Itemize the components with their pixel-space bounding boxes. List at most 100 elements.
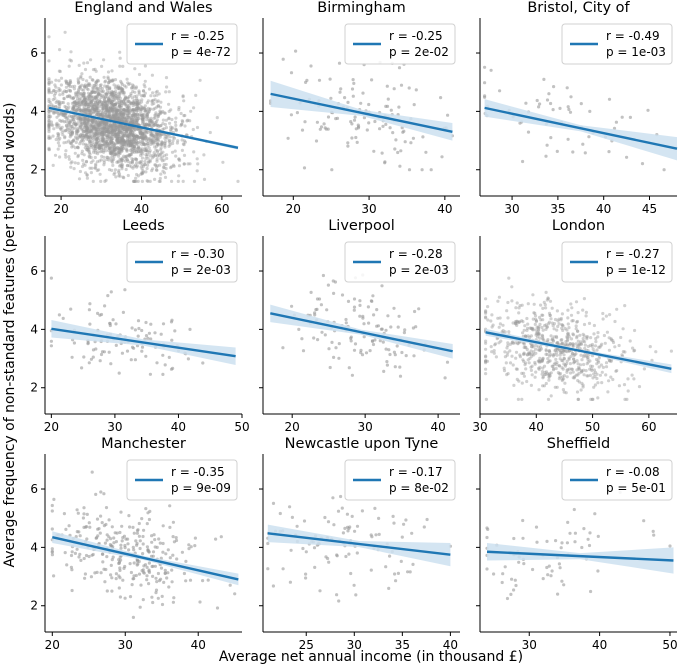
scatter-point [407,86,411,90]
scatter-point [140,148,144,152]
scatter-point [531,317,535,321]
scatter-point [65,563,69,567]
scatter-point [563,326,567,331]
scatter-point [157,537,161,541]
scatter-point [111,105,115,109]
y-tick-label: 4 [30,540,38,554]
scatter-point [118,112,122,116]
scatter-point [394,138,398,142]
legend-p-value: p = 4e-72 [171,45,231,59]
scatter-point [127,138,131,142]
scatter-point [596,534,600,539]
scatter-point [122,112,126,116]
scatter-point [341,531,345,535]
scatter-point [131,107,135,112]
scatter-point [587,321,592,325]
scatter-point [572,507,576,512]
scatter-point [168,141,172,145]
scatter-point [82,556,86,561]
scatter-point [70,550,74,554]
scatter-point [505,353,509,357]
scatter-point [158,541,162,545]
scatter-point [193,536,197,540]
scatter-point [50,550,54,554]
scatter-point [155,132,159,136]
scatter-point [557,317,561,321]
scatter-point [133,112,137,117]
scatter-point [47,97,51,101]
scatter-point [104,522,108,527]
scatter-point [281,346,285,350]
scatter-point [126,134,130,138]
scatter-point [377,516,381,521]
scatter-point [108,112,112,116]
scatter-point [74,123,78,127]
scatter-point [147,331,151,335]
scatter-point [64,155,68,159]
legend-r-value: r = -0.27 [606,247,660,261]
scatter-point [130,345,135,349]
scatter-point [135,127,139,131]
scatter-point [508,349,512,353]
scatter-point [184,579,188,583]
scatter-point [119,157,123,161]
scatter-point [281,57,285,61]
scatter-point [83,123,87,128]
scatter-point [125,148,129,152]
x-tick-label: 20 [44,420,59,434]
scatter-point [157,92,161,96]
scatter-point [603,341,607,345]
scatter-point [117,117,121,121]
scatter-point [100,102,104,106]
scatter-point [68,94,72,99]
scatter-point [93,128,97,132]
scatter-point [366,305,370,309]
scatter-point [94,149,98,153]
scatter-point [554,357,558,361]
scatter-point [94,81,98,85]
scatter-point [145,565,149,570]
scatter-point [382,369,386,373]
scatter-point [96,527,100,531]
scatter-point [128,130,133,134]
scatter-point [99,100,103,104]
scatter-point [135,94,139,98]
scatter-point [92,131,96,135]
scatter-point [352,348,357,352]
scatter-point [125,127,130,131]
scatter-point [138,539,142,543]
scatter-point [82,153,86,157]
scatter-point [141,112,145,116]
scatter-point [72,341,76,345]
scatter-point [119,108,123,112]
scatter-point [497,295,501,299]
legend: r = -0.25p = 4e-72 [126,23,238,65]
scatter-point [170,179,174,183]
scatter-point [117,138,121,143]
scatter-points [47,30,240,183]
scatter-point [353,342,358,346]
scatter-point [90,118,94,122]
scatter-point [290,515,294,520]
scatter-point [76,146,80,150]
scatter-point [346,100,350,104]
scatter-point [63,136,67,140]
scatter-point [595,348,599,352]
scatter-point [389,325,393,329]
scatter-point [108,114,112,118]
scatter-point [109,139,113,143]
scatter-point [305,78,309,82]
scatter-point [146,156,150,160]
scatter-point [533,375,537,379]
scatter-point [153,564,157,568]
scatter-point [119,118,123,122]
scatter-point [59,83,64,87]
scatter-point [98,531,102,535]
scatter-point [137,572,142,576]
scatter-point [537,388,541,392]
scatter-point [278,511,282,516]
scatter-point [549,136,553,140]
scatter-point [139,113,144,117]
scatter-point [377,532,381,537]
